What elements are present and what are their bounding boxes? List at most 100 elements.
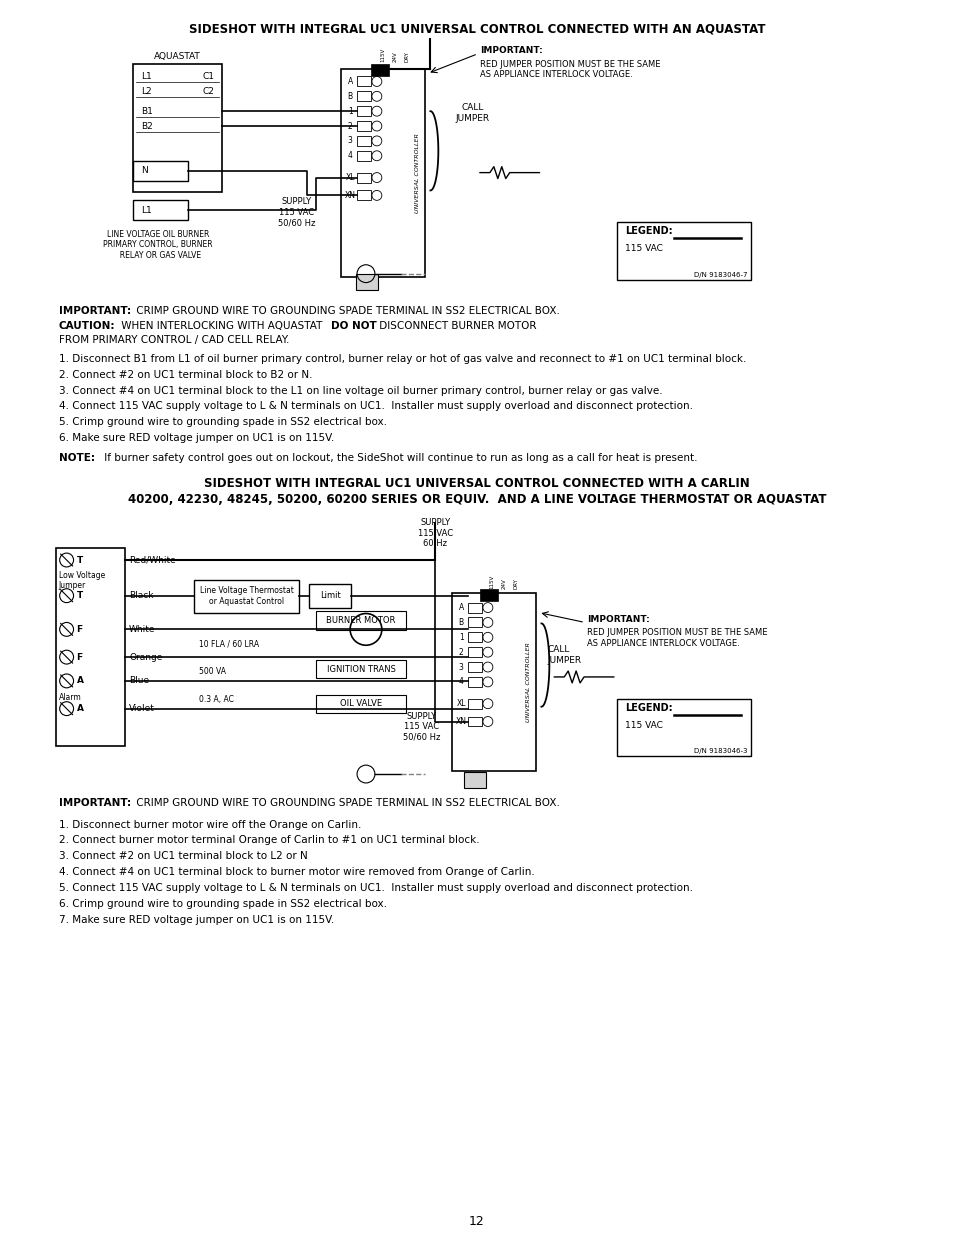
Bar — [132, 200, 188, 220]
Circle shape — [350, 614, 381, 645]
Text: 4: 4 — [458, 677, 463, 687]
Text: 115V: 115V — [380, 47, 385, 62]
Circle shape — [482, 699, 493, 709]
Bar — [356, 190, 371, 200]
Text: 12: 12 — [469, 1215, 484, 1228]
Bar — [468, 603, 481, 613]
Text: XL: XL — [345, 173, 355, 182]
Bar — [617, 699, 750, 756]
Text: IMPORTANT:: IMPORTANT: — [59, 798, 131, 808]
Text: LINE VOLTAGE OIL BURNER
PRIMARY CONTROL, BURNER
  RELAY OR GAS VALVE: LINE VOLTAGE OIL BURNER PRIMARY CONTROL,… — [103, 230, 213, 259]
Text: N: N — [141, 167, 148, 175]
Text: 2: 2 — [348, 121, 352, 131]
Bar — [468, 699, 481, 709]
Text: A: A — [347, 77, 353, 86]
Text: 115 VAC: 115 VAC — [624, 245, 662, 253]
Text: 5. Connect 115 VAC supply voltage to L & N terminals on UC1.  Installer must sup: 5. Connect 115 VAC supply voltage to L &… — [59, 883, 692, 893]
Text: XN: XN — [456, 718, 466, 726]
Circle shape — [60, 674, 73, 688]
Text: WHEN INTERLOCKING WITH AQUASTAT: WHEN INTERLOCKING WITH AQUASTAT — [118, 321, 325, 331]
Text: C1: C1 — [202, 72, 214, 82]
Bar — [468, 716, 481, 726]
Text: Orange: Orange — [129, 652, 162, 662]
Text: Red/White: Red/White — [129, 556, 175, 564]
Circle shape — [482, 647, 493, 657]
Bar — [316, 659, 405, 678]
Text: F: F — [76, 652, 83, 662]
Bar — [468, 677, 481, 687]
Text: SIDESHOT WITH INTEGRAL UC1 UNIVERSAL CONTROL CONNECTED WITH A CARLIN: SIDESHOT WITH INTEGRAL UC1 UNIVERSAL CON… — [204, 477, 749, 490]
Text: L1: L1 — [141, 206, 152, 215]
Bar — [309, 584, 351, 608]
Bar — [316, 695, 405, 713]
Text: AQUASTAT: AQUASTAT — [154, 52, 201, 61]
Text: 40200, 42230, 48245, 50200, 60200 SERIES OR EQUIV.  AND A LINE VOLTAGE THERMOSTA: 40200, 42230, 48245, 50200, 60200 SERIES… — [128, 493, 825, 505]
Text: RED JUMPER POSITION MUST BE THE SAME
AS APPLIANCE INTERLOCK VOLTAGE.: RED JUMPER POSITION MUST BE THE SAME AS … — [586, 629, 767, 648]
Bar — [316, 610, 405, 630]
Text: 24V: 24V — [500, 578, 506, 589]
Text: LEGEND:: LEGEND: — [624, 703, 672, 713]
Text: 115 VAC: 115 VAC — [624, 720, 662, 730]
Text: SUPPLY
115 VAC
50/60 Hz: SUPPLY 115 VAC 50/60 Hz — [402, 711, 440, 741]
Text: RED JUMPER POSITION MUST BE THE SAME
AS APPLIANCE INTERLOCK VOLTAGE.: RED JUMPER POSITION MUST BE THE SAME AS … — [479, 59, 659, 79]
Text: D/N 9183046-3: D/N 9183046-3 — [694, 748, 747, 755]
Bar — [468, 662, 481, 672]
Text: NOTE:: NOTE: — [59, 453, 94, 463]
Circle shape — [372, 91, 381, 101]
Text: FROM PRIMARY CONTROL / CAD CELL RELAY.: FROM PRIMARY CONTROL / CAD CELL RELAY. — [59, 335, 289, 345]
Text: 3. Connect #2 on UC1 terminal block to L2 or N: 3. Connect #2 on UC1 terminal block to L… — [59, 851, 307, 861]
Text: C2: C2 — [202, 86, 214, 96]
Text: 3. Connect #4 on UC1 terminal block to the L1 on line voltage oil burner primary: 3. Connect #4 on UC1 terminal block to t… — [59, 385, 661, 395]
Bar — [55, 548, 125, 746]
Text: Violet: Violet — [129, 704, 154, 713]
Text: L2: L2 — [141, 86, 152, 96]
Text: 6. Make sure RED voltage jumper on UC1 is on 115V.: 6. Make sure RED voltage jumper on UC1 i… — [59, 433, 334, 443]
Text: 4. Connect 115 VAC supply voltage to L & N terminals on UC1.  Installer must sup: 4. Connect 115 VAC supply voltage to L &… — [59, 401, 692, 411]
Bar — [341, 69, 425, 277]
Text: 4. Connect #4 on UC1 terminal block to burner motor wire removed from Orange of : 4. Connect #4 on UC1 terminal block to b… — [59, 867, 534, 877]
Text: Low Voltage
Jumper: Low Voltage Jumper — [59, 571, 105, 590]
Circle shape — [60, 589, 73, 603]
Text: 3: 3 — [347, 136, 353, 146]
Circle shape — [372, 136, 381, 146]
Text: DO NOT: DO NOT — [331, 321, 376, 331]
Text: 3: 3 — [458, 662, 463, 672]
Bar — [617, 222, 750, 279]
Circle shape — [372, 106, 381, 116]
Text: 2. Connect #2 on UC1 terminal block to B2 or N.: 2. Connect #2 on UC1 terminal block to B… — [59, 369, 312, 380]
Text: 6. Crimp ground wire to grounding spade in SS2 electrical box.: 6. Crimp ground wire to grounding spade … — [59, 899, 386, 909]
Text: Limit: Limit — [319, 592, 340, 600]
Bar — [468, 632, 481, 642]
Bar — [463, 772, 485, 788]
Text: 1. Disconnect burner motor wire off the Orange on Carlin.: 1. Disconnect burner motor wire off the … — [59, 820, 360, 830]
Circle shape — [372, 151, 381, 161]
Text: 0.3 A, AC: 0.3 A, AC — [199, 695, 234, 704]
Text: T: T — [76, 592, 83, 600]
Bar — [356, 173, 371, 183]
Text: A: A — [458, 603, 463, 613]
Text: 500 VA: 500 VA — [199, 667, 226, 676]
Text: SIDESHOT WITH INTEGRAL UC1 UNIVERSAL CONTROL CONNECTED WITH AN AQUASTAT: SIDESHOT WITH INTEGRAL UC1 UNIVERSAL CON… — [189, 22, 764, 35]
Circle shape — [482, 716, 493, 726]
Circle shape — [482, 618, 493, 627]
Text: OIL VALVE: OIL VALVE — [339, 699, 382, 708]
Circle shape — [372, 190, 381, 200]
Circle shape — [372, 121, 381, 131]
Text: UNIVERSAL CONTROLLER: UNIVERSAL CONTROLLER — [525, 642, 531, 721]
Text: 1. Disconnect B1 from L1 of oil burner primary control, burner relay or hot of g: 1. Disconnect B1 from L1 of oil burner p… — [59, 354, 745, 364]
Bar — [356, 106, 371, 116]
Text: DRY: DRY — [513, 578, 517, 589]
Text: B: B — [458, 618, 463, 627]
Text: 2: 2 — [458, 647, 463, 657]
Text: A: A — [76, 677, 84, 685]
Text: 4: 4 — [347, 151, 353, 161]
Text: B: B — [347, 91, 353, 101]
Text: CALL
JUMPER: CALL JUMPER — [547, 645, 581, 664]
Text: Alarm: Alarm — [59, 693, 81, 701]
Bar — [452, 593, 536, 771]
Bar — [479, 589, 497, 600]
Bar — [355, 274, 377, 289]
Circle shape — [482, 662, 493, 672]
Text: White: White — [129, 625, 155, 634]
Text: Blue: Blue — [129, 677, 149, 685]
